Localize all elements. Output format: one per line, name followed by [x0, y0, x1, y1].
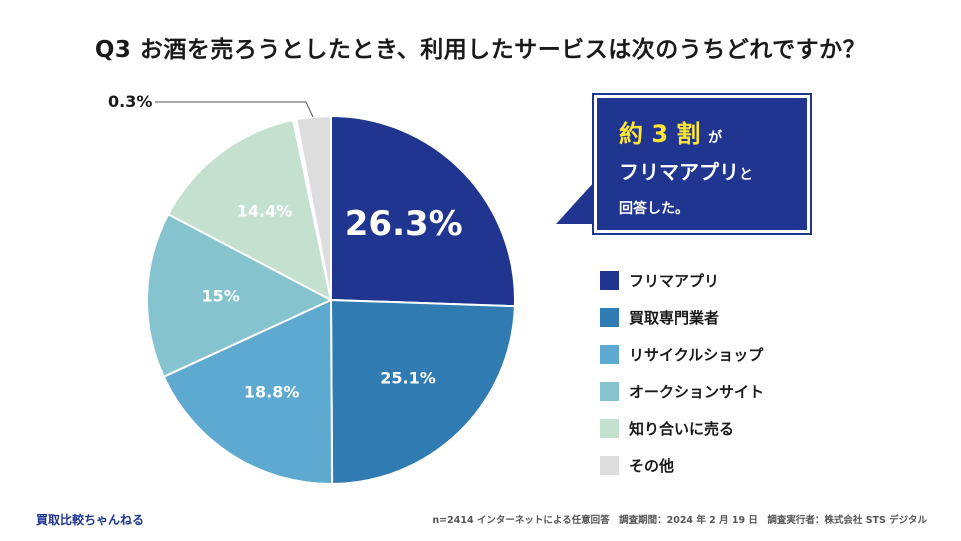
- legend-label: その他: [629, 457, 675, 475]
- legend-item: 知り合いに売る: [600, 410, 764, 447]
- slice-label: 26.3%: [345, 204, 463, 244]
- callout-line-2: フリマアプリと: [619, 156, 753, 185]
- slice-label: 18.8%: [244, 383, 300, 402]
- legend-label: 買取専門業者: [629, 309, 720, 327]
- legend: フリマアプリ 買取専門業者 リサイクルショップ オークションサイト 知り合いに売…: [600, 262, 764, 484]
- pie-slice: [146, 212, 334, 379]
- callout-line2-main: フリマアプリ: [619, 160, 739, 184]
- survey-footnote: n=2414 インターネットによる任意回答 調査期間：2024 年 2 月 19…: [432, 515, 927, 526]
- callout-line2-suffix: と: [739, 167, 753, 183]
- pie-slice: [330, 114, 516, 308]
- legend-label: リサイクルショップ: [629, 346, 764, 364]
- leader-line-0-3: [155, 101, 314, 118]
- legend-swatch: [600, 271, 619, 290]
- legend-swatch: [600, 419, 619, 438]
- brand-name: 買取比較ちゃんねる: [36, 513, 145, 527]
- pie-slice: [162, 298, 334, 485]
- legend-item: リサイクルショップ: [600, 336, 764, 373]
- callout-box: 約 3 割 が フリマアプリと 回答した。: [592, 93, 812, 235]
- legend-item: その他: [600, 447, 764, 484]
- legend-item: 買取専門業者: [600, 299, 764, 336]
- legend-label: フリマアプリ: [629, 272, 720, 290]
- callout-highlight: 約 3 割: [619, 120, 701, 148]
- slice-label: 25.1%: [380, 369, 436, 388]
- legend-label: 知り合いに売る: [629, 420, 735, 438]
- slice-label-outside: 0.3%: [108, 92, 152, 111]
- callout-line-1: 約 3 割 が: [619, 114, 722, 149]
- legend-label: オークションサイト: [629, 383, 765, 401]
- pie-slice: [166, 118, 333, 302]
- callout-line1-suffix: が: [708, 130, 723, 146]
- legend-swatch: [600, 456, 619, 475]
- slice-label: 14.4%: [237, 201, 293, 220]
- slice-label: 15%: [201, 286, 239, 305]
- legend-swatch: [600, 345, 619, 364]
- callout-pointer: [556, 180, 596, 224]
- legend-swatch: [600, 382, 619, 401]
- pie-slice: [329, 298, 516, 486]
- legend-swatch: [600, 308, 619, 327]
- callout-line-3: 回答した。: [619, 201, 689, 217]
- legend-item: オークションサイト: [600, 373, 764, 410]
- chart-title: Q3 お酒を売ろうとしたとき、利用したサービスは次のうちどれですか？: [94, 37, 867, 63]
- pie-slice: [295, 114, 332, 301]
- legend-item: フリマアプリ: [600, 262, 764, 299]
